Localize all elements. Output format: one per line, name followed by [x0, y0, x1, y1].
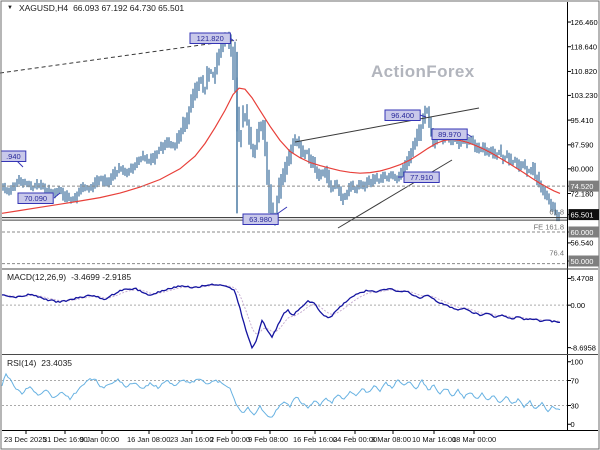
rsi-indicator-header: RSI(14) 23.4035: [7, 358, 72, 368]
price-axis-label: 5.4708: [571, 274, 594, 283]
swing-label-box[interactable]: [189, 32, 231, 44]
highlighted-price-label: 50.000: [571, 257, 594, 266]
candlestick-series: [2, 31, 560, 226]
price-axis-label: 70: [571, 376, 579, 385]
time-axis-label: 31 Dec 16:00: [43, 435, 88, 444]
price-axis-label: 126.460: [571, 18, 598, 27]
price-axis-label: 80.000: [571, 165, 594, 174]
moving-average-line: [1, 87, 561, 214]
macd-indicator-header: MACD(12,26,9) -3.4699 -2.9185: [7, 272, 131, 282]
highlighted-price-label: 74.520: [571, 182, 594, 191]
swing-label-box[interactable]: [17, 192, 54, 204]
time-axis-label: 9 Jan 00:00: [80, 435, 119, 444]
macd-values: -3.4699 -2.9185: [71, 272, 132, 282]
swing-label-tail: [53, 192, 61, 199]
macd-main-line: [2, 283, 560, 350]
swing-label-text: .940: [6, 152, 21, 161]
time-axis-label: 18 Mar 00:00: [452, 435, 496, 444]
time-axis-label: 2 Feb 00:00: [210, 435, 250, 444]
time-axis-label: 9 Feb 08:00: [248, 435, 288, 444]
rsi-value: 23.4035: [41, 358, 73, 368]
swing-label-text: 77.910: [410, 173, 433, 182]
swing-label-text: 89.970: [438, 130, 461, 139]
axis-label-bg: [568, 255, 599, 267]
rsi-label: RSI(14): [7, 358, 37, 368]
swing-label-text: 70.090: [24, 194, 47, 203]
price-axis-label: 0: [571, 420, 575, 429]
price-axis-label: 30: [571, 401, 579, 410]
swing-label-text: 96.400: [391, 111, 414, 120]
price-axis-label: 103.230: [571, 91, 598, 100]
price-axis-label: 95.410: [571, 116, 594, 125]
time-axis-label: 24 Feb 00:00: [333, 435, 377, 444]
level-annotation-0: 61.8: [549, 208, 564, 217]
price-axis-label: 56.540: [571, 239, 594, 248]
symbol-dropdown-icon[interactable]: ▼: [7, 5, 13, 11]
watermark: ActionForex: [371, 62, 475, 81]
axis-label-bg: [568, 180, 599, 192]
swing-label-box[interactable]: [384, 109, 421, 121]
rsi-line: [1, 372, 561, 418]
macd-label: MACD(12,26,9): [7, 272, 67, 282]
symbol-header: ▼ XAGUSD,H4 66.093 67.192 64.730 65.501: [7, 3, 184, 13]
trendline-2[interactable]: [337, 159, 453, 229]
symbol-timeframe-label: XAGUSD,H4: [18, 3, 69, 13]
ohlc-values: 66.093 67.192 64.730 65.501: [73, 3, 185, 13]
time-axis-label: 3 Mar 08:00: [371, 435, 411, 444]
axis-label-bg: [568, 209, 599, 221]
price-axis-label: 72.180: [571, 189, 594, 198]
swing-label-tail: [419, 114, 427, 118]
highlighted-price-label: 65.501: [571, 210, 594, 219]
time-axis-label: 23 Jan 16:00: [170, 435, 213, 444]
price-axis-label: 87.590: [571, 141, 594, 150]
axis-label-bg: [568, 226, 599, 238]
price-axis-label: -8.6958: [571, 343, 596, 352]
swing-label-tail: [276, 206, 288, 215]
time-axis-label: 16 Jan 08:00: [127, 435, 170, 444]
trendline-1[interactable]: [294, 107, 480, 143]
time-axis-label: 16 Feb 16:00: [293, 435, 337, 444]
level-annotation-2: 76.4: [549, 249, 564, 258]
swing-label-box[interactable]: [403, 171, 440, 183]
trendline-0[interactable]: [0, 39, 238, 74]
swing-label-tail: [466, 133, 473, 138]
time-axis-label: 10 Mar 16:00: [412, 435, 456, 444]
price-axis-label: 110.820: [571, 67, 598, 76]
price-axis-label: 100: [571, 358, 584, 367]
swing-label-text: 63.980: [249, 215, 272, 224]
swing-label-text: 121.820: [197, 34, 224, 43]
price-axis-label: 118.640: [571, 43, 598, 52]
highlighted-price-label: 60.000: [571, 228, 594, 237]
level-annotation-1: FE 161.8: [534, 223, 564, 232]
price-axis-label: 0.00: [571, 301, 586, 310]
swing-label-box[interactable]: [431, 128, 468, 140]
time-axis-label: 23 Dec 2025: [4, 435, 47, 444]
swing-label-box[interactable]: [242, 213, 279, 225]
